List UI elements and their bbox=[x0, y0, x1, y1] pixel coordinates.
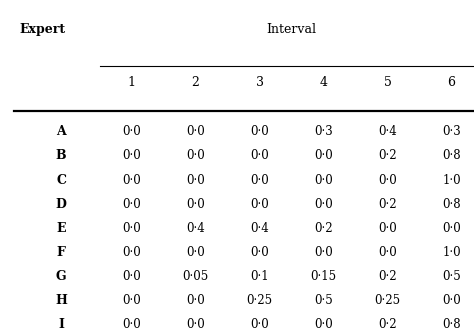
Text: E: E bbox=[56, 222, 66, 235]
Text: 0·0: 0·0 bbox=[378, 174, 397, 186]
Text: 0·0: 0·0 bbox=[250, 246, 269, 259]
Text: 0·25: 0·25 bbox=[246, 294, 273, 307]
Text: 0·0: 0·0 bbox=[250, 198, 269, 211]
Text: Interval: Interval bbox=[266, 23, 317, 36]
Text: 0·5: 0·5 bbox=[314, 294, 333, 307]
Text: 0·2: 0·2 bbox=[378, 198, 397, 211]
Text: 0·0: 0·0 bbox=[186, 149, 205, 162]
Text: 0·1: 0·1 bbox=[250, 270, 269, 283]
Text: 0·0: 0·0 bbox=[122, 270, 141, 283]
Text: 0·0: 0·0 bbox=[186, 198, 205, 211]
Text: 0·25: 0·25 bbox=[374, 294, 401, 307]
Text: 0·0: 0·0 bbox=[378, 222, 397, 235]
Text: 0·2: 0·2 bbox=[314, 222, 333, 235]
Text: 4: 4 bbox=[319, 76, 328, 89]
Text: H: H bbox=[55, 294, 67, 307]
Text: 0·0: 0·0 bbox=[186, 174, 205, 186]
Text: 0·15: 0·15 bbox=[310, 270, 337, 283]
Text: D: D bbox=[56, 198, 66, 211]
Text: 0·5: 0·5 bbox=[442, 270, 461, 283]
Text: 0·8: 0·8 bbox=[442, 198, 461, 211]
Text: 0·2: 0·2 bbox=[378, 270, 397, 283]
Text: 0·0: 0·0 bbox=[442, 222, 461, 235]
Text: 5: 5 bbox=[383, 76, 392, 89]
Text: 0·0: 0·0 bbox=[122, 294, 141, 307]
Text: 0·0: 0·0 bbox=[186, 125, 205, 138]
Text: 2: 2 bbox=[191, 76, 200, 89]
Text: 0·0: 0·0 bbox=[314, 318, 333, 330]
Text: 0·0: 0·0 bbox=[186, 318, 205, 330]
Text: 1·0: 1·0 bbox=[442, 246, 461, 259]
Text: 3: 3 bbox=[255, 76, 264, 89]
Text: 0·0: 0·0 bbox=[122, 174, 141, 186]
Text: 0·0: 0·0 bbox=[186, 294, 205, 307]
Text: F: F bbox=[57, 246, 65, 259]
Text: 0·0: 0·0 bbox=[122, 198, 141, 211]
Text: C: C bbox=[56, 174, 66, 186]
Text: 0·05: 0·05 bbox=[182, 270, 209, 283]
Text: 0·0: 0·0 bbox=[122, 222, 141, 235]
Text: 0·2: 0·2 bbox=[378, 149, 397, 162]
Text: 0·0: 0·0 bbox=[314, 149, 333, 162]
Text: 0·8: 0·8 bbox=[442, 318, 461, 330]
Text: I: I bbox=[58, 318, 64, 330]
Text: 0·0: 0·0 bbox=[122, 318, 141, 330]
Text: 0·3: 0·3 bbox=[442, 125, 461, 138]
Text: 0·3: 0·3 bbox=[314, 125, 333, 138]
Text: 0·0: 0·0 bbox=[378, 246, 397, 259]
Text: B: B bbox=[56, 149, 66, 162]
Text: 0·0: 0·0 bbox=[314, 246, 333, 259]
Text: 1: 1 bbox=[128, 76, 136, 89]
Text: 0·0: 0·0 bbox=[122, 246, 141, 259]
Text: 0·0: 0·0 bbox=[250, 318, 269, 330]
Text: 6: 6 bbox=[447, 76, 456, 89]
Text: 0·0: 0·0 bbox=[186, 246, 205, 259]
Text: 0·4: 0·4 bbox=[250, 222, 269, 235]
Text: 0·0: 0·0 bbox=[314, 174, 333, 186]
Text: 0·2: 0·2 bbox=[378, 318, 397, 330]
Text: 0·8: 0·8 bbox=[442, 149, 461, 162]
Text: 0·0: 0·0 bbox=[442, 294, 461, 307]
Text: 0·0: 0·0 bbox=[122, 125, 141, 138]
Text: 0·0: 0·0 bbox=[314, 198, 333, 211]
Text: 0·0: 0·0 bbox=[250, 174, 269, 186]
Text: G: G bbox=[56, 270, 66, 283]
Text: 0·4: 0·4 bbox=[378, 125, 397, 138]
Text: 0·0: 0·0 bbox=[122, 149, 141, 162]
Text: A: A bbox=[56, 125, 66, 138]
Text: Expert: Expert bbox=[19, 23, 65, 36]
Text: 0·0: 0·0 bbox=[250, 149, 269, 162]
Text: 0·0: 0·0 bbox=[250, 125, 269, 138]
Text: 0·4: 0·4 bbox=[186, 222, 205, 235]
Text: 1·0: 1·0 bbox=[442, 174, 461, 186]
